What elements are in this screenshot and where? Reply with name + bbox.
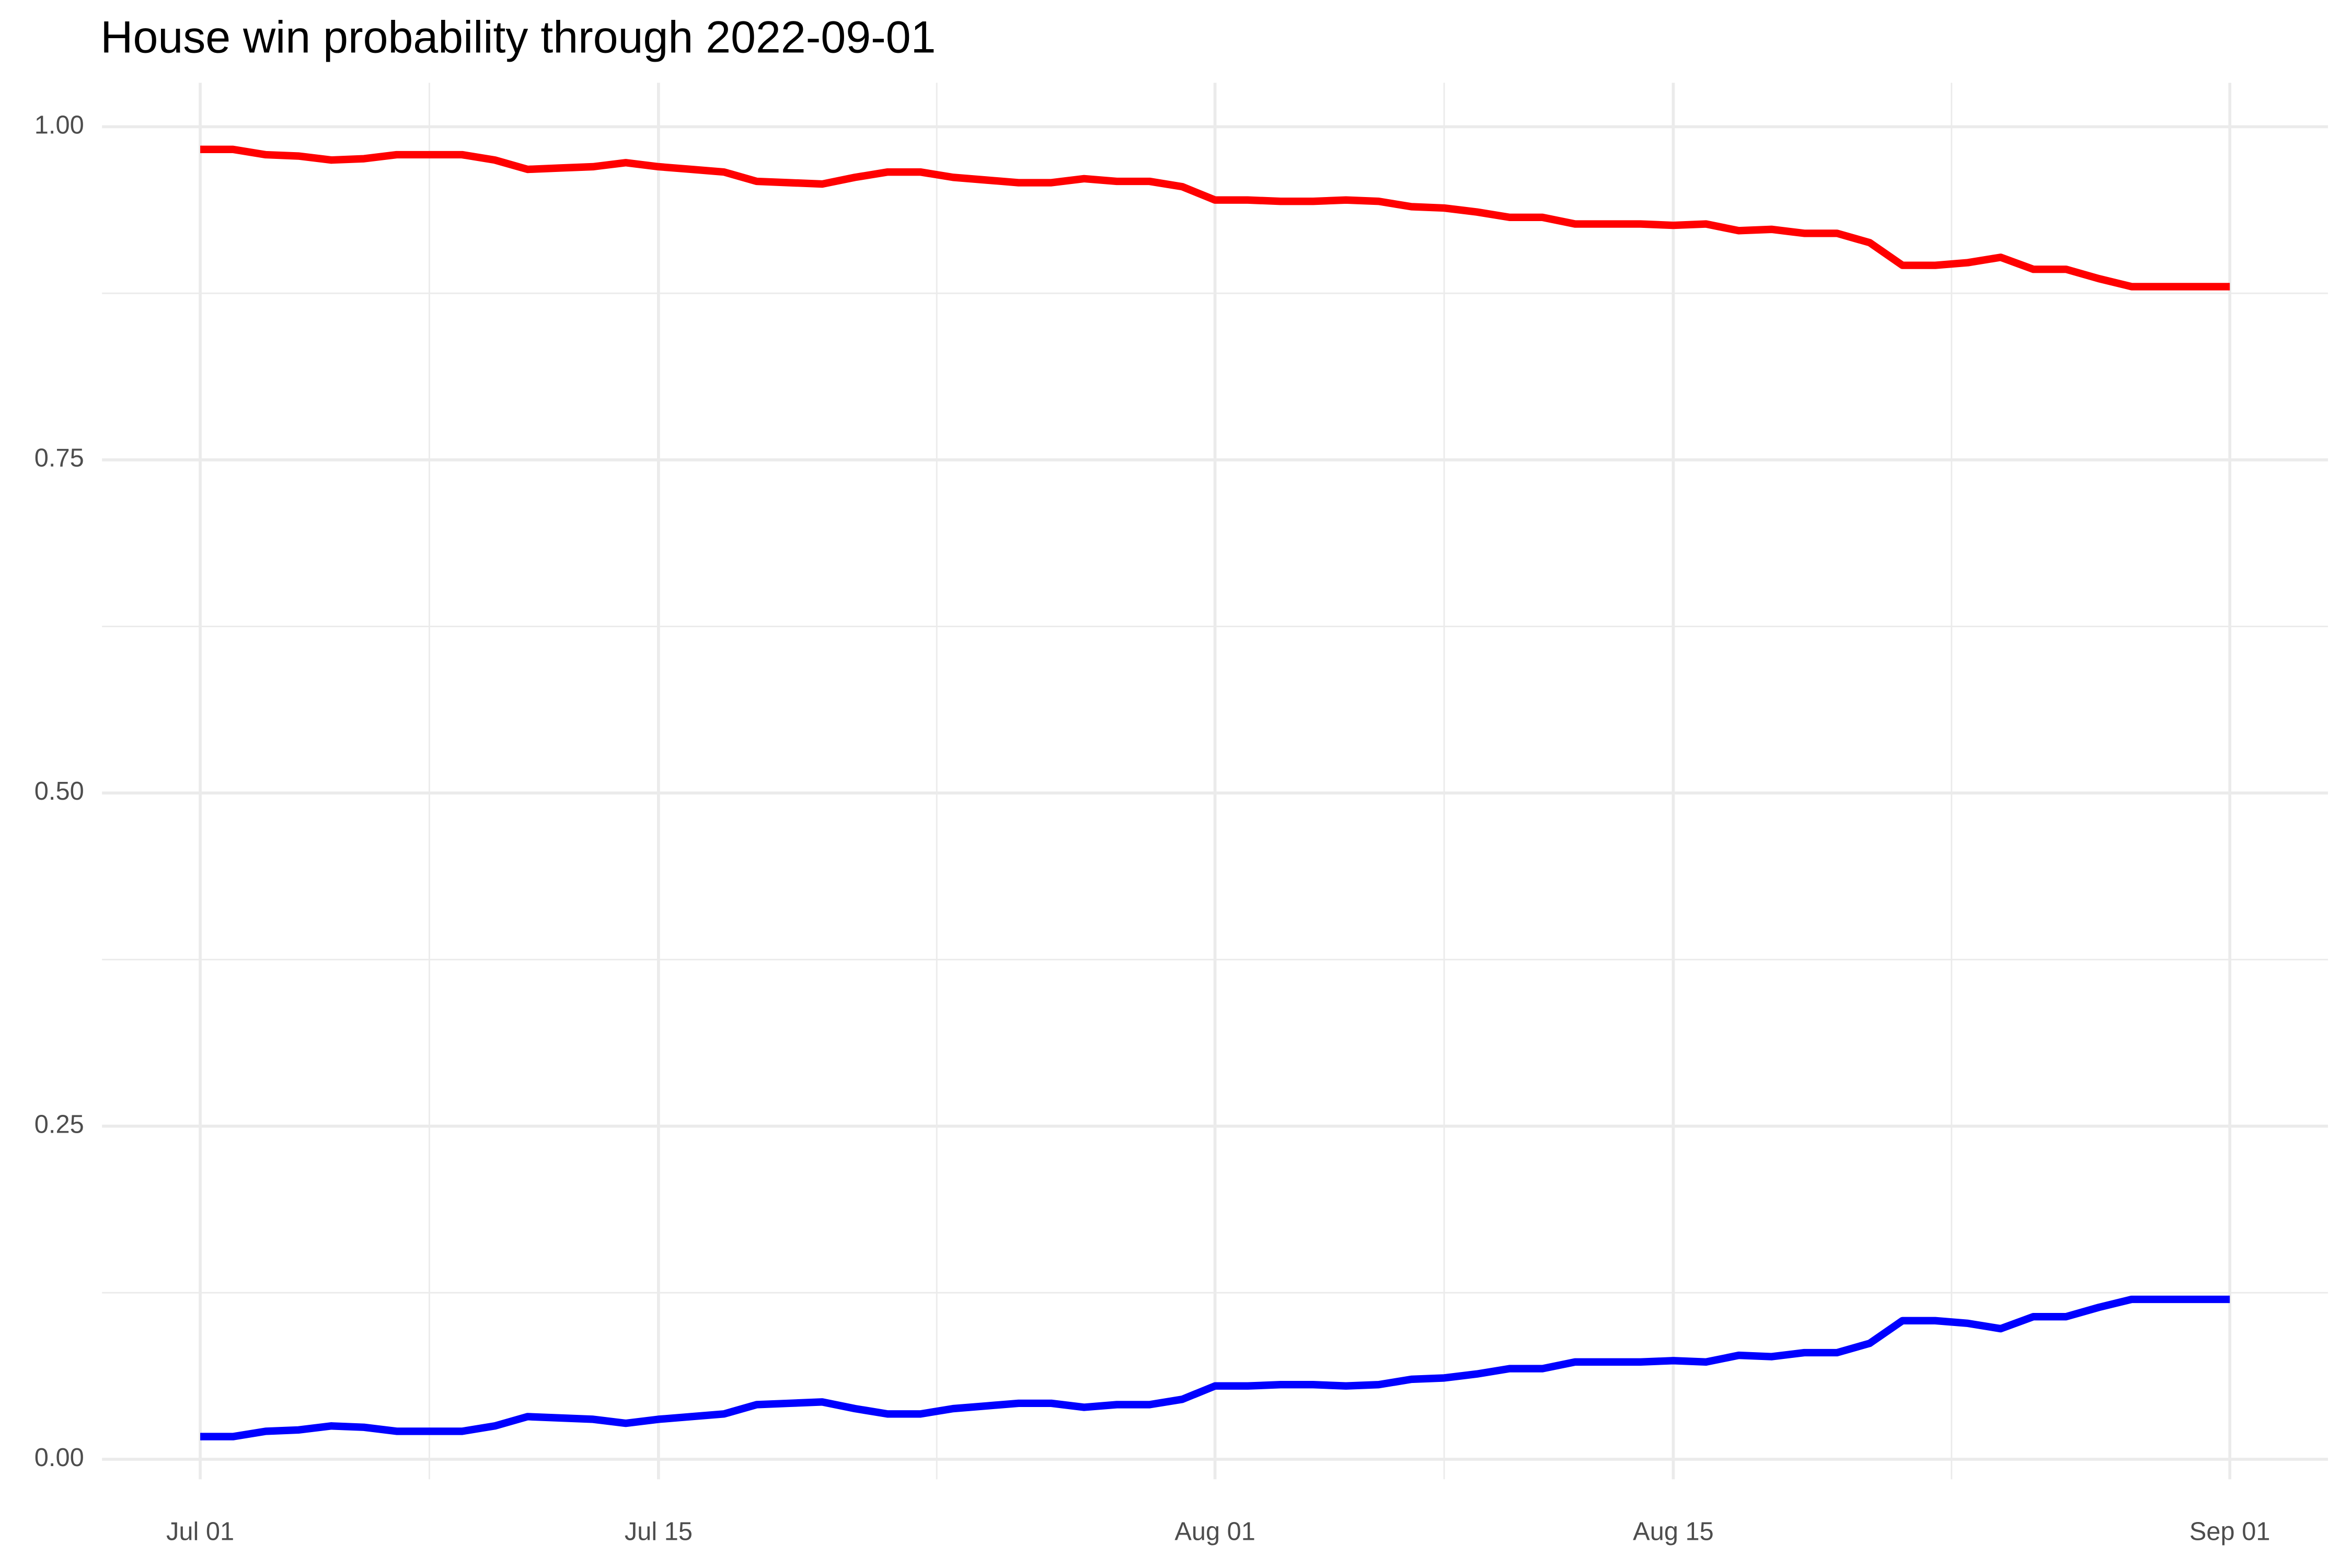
x-tick-label: Aug 15 <box>1633 1517 1714 1546</box>
chart-title: House win probability through 2022-09-01 <box>100 13 936 63</box>
y-tick-label: 0.75 <box>34 444 84 472</box>
x-tick-label: Aug 01 <box>1174 1517 1255 1546</box>
x-tick-label: Jul 01 <box>166 1517 234 1546</box>
y-tick-label: 1.00 <box>34 111 84 139</box>
y-tick-label: 0.00 <box>34 1444 84 1472</box>
grid <box>102 83 2328 1480</box>
series-line <box>200 1295 2230 1440</box>
x-tick-label: Jul 15 <box>625 1517 693 1546</box>
series-line <box>200 145 2230 291</box>
y-tick-label: 0.50 <box>34 777 84 805</box>
lines <box>200 145 2230 1440</box>
x-tick-label: Sep 01 <box>2189 1517 2270 1546</box>
y-tick-label: 0.25 <box>34 1110 84 1138</box>
